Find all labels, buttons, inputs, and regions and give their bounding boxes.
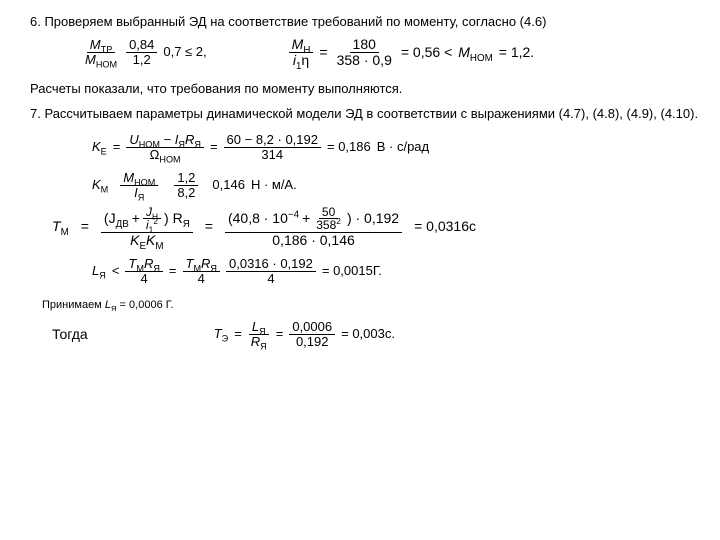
eq-tm-f1: (JДВ + JН i12 ) RЯ KЕKМ (101, 206, 193, 248)
eq-te-f1: LЯ RЯ (248, 320, 270, 348)
eq-ly-f1: TМRЯ 4 (125, 257, 163, 285)
para-6b-text: Расчеты показали, что требования по моме… (30, 81, 402, 96)
eq-6a-mid-frac: 0,84 1,2 (126, 38, 157, 66)
eq-km-f2: 1,2 8,2 (174, 171, 198, 199)
eq-ly: LЯ < TМRЯ 4 = TМRЯ 4 0,0316 · 0,192 4 = … (92, 257, 708, 285)
eq-6a-res: 0,7 ≤ 2, (163, 44, 206, 61)
eq-ke-f1: UНОМ − IЯRЯ ΩНОМ (126, 133, 204, 161)
eq-tm-f2: (40,8 · 10−4 + 50 3582 ) · 0,192 0,186 ·… (225, 206, 402, 248)
eq-te-f2: 0,0006 0,192 (289, 320, 335, 348)
para-7: 7. Рассчитываем параметры динамической м… (12, 106, 708, 123)
para-6-text: 6. Проверяем выбранный ЭД на соответстви… (30, 14, 546, 29)
eq-6a-lhs-frac: MТР MНОМ (82, 38, 120, 66)
eq-km: KМ MНОМ IЯ 1,2 8,2 0,146 Н · м/А. (92, 171, 708, 199)
para-6b: Расчеты показали, что требования по моме… (12, 81, 708, 98)
para-7-text: 7. Рассчитываем параметры динамической м… (30, 106, 698, 121)
eq-6b: MН i1η = 180 358 · 0,9 = 0,56 < MНОМ = 1… (289, 37, 535, 67)
eq-km-f1: MНОМ IЯ (120, 171, 158, 199)
eq-ly-f3: 0,0316 · 0,192 4 (226, 257, 316, 285)
eq-ly-f2: TМRЯ 4 (183, 257, 221, 285)
eq-ke-f2: 60 − 8,2 · 0,192 314 (224, 133, 321, 161)
para-then: Тогда TЭ = LЯ RЯ = 0,0006 0,192 = 0,003с… (52, 320, 708, 348)
eq-ke: KЕ = UНОМ − IЯRЯ ΩНОМ = 60 − 8,2 · 0,192… (92, 133, 708, 161)
eq-6-row: MТР MНОМ 0,84 1,2 0,7 ≤ 2, MН i1η = 180 … (82, 37, 708, 67)
eq-6a: MТР MНОМ 0,84 1,2 0,7 ≤ 2, (82, 38, 207, 66)
eq-6b-lhs-frac: MН i1η (289, 37, 314, 67)
para-accept: Принимаем LЯ = 0,0006 Г. (42, 298, 708, 312)
eq-6b-mid-frac: 180 358 · 0,9 (334, 37, 395, 67)
eq-tm: TМ = (JДВ + JН i12 ) RЯ KЕKМ = (40,8 · 1… (52, 206, 708, 248)
para-6: 6. Проверяем выбранный ЭД на соответстви… (12, 14, 708, 31)
